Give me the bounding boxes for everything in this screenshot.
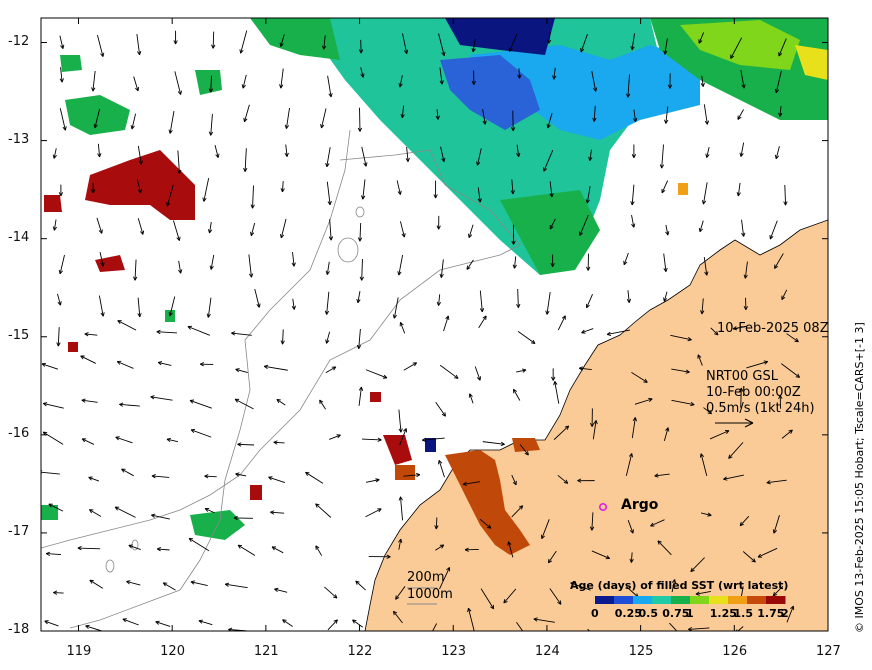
sst-patch-darkred-4	[250, 485, 262, 500]
colorbar-tick-label: 1	[686, 607, 694, 620]
sst-patch-darkred-6	[370, 392, 381, 402]
sst-patch-green-west3	[60, 55, 82, 72]
x-tick-label: 127	[816, 644, 841, 659]
x-tick-label: 119	[66, 644, 91, 659]
y-tick-label: -14	[8, 230, 29, 245]
current-scale-label: 0.5m/s (1kt 24h)	[706, 401, 815, 416]
current-vector-head	[430, 631, 433, 635]
sst-patch-coastal-orange	[512, 438, 540, 452]
x-tick-label: 123	[441, 644, 466, 659]
x-tick-label: 126	[722, 644, 747, 659]
colorbar-swatch	[652, 596, 672, 604]
current-vector	[213, 32, 214, 49]
sst-patch-orange-2	[678, 183, 688, 195]
current-source-label: NRT00 GSL	[706, 369, 778, 384]
x-tick-label: 124	[535, 644, 560, 659]
contour-200m-label: 200m	[407, 570, 444, 585]
contour-1000m-label: 1000m	[407, 587, 453, 602]
y-tick-label: -12	[8, 34, 29, 49]
sst-patch-orange-1	[395, 465, 415, 480]
x-tick-label: 125	[629, 644, 654, 659]
current-vector-head	[524, 633, 528, 637]
colorbar-title: Age (days) of filled SST (wrt latest)	[570, 579, 788, 592]
argo-label[interactable]: Argo	[621, 497, 658, 513]
credit-text: © IMOS 13-Feb-2025 15:05 Hobart; Tscale=…	[853, 322, 866, 633]
colorbar	[595, 596, 786, 604]
colorbar-swatch	[709, 596, 729, 604]
y-tick-label: -17	[8, 524, 29, 539]
y-tick-label: -18	[8, 622, 29, 637]
colorbar-swatch	[766, 596, 786, 604]
x-tick-label: 121	[254, 644, 279, 659]
colorbar-swatch	[728, 596, 748, 604]
colorbar-swatch	[690, 596, 710, 604]
colorbar-swatch	[595, 596, 615, 604]
current-vector-head	[679, 634, 683, 638]
colorbar-tick-label: 0	[591, 607, 599, 620]
colorbar-tick-label: 0.5	[639, 607, 659, 620]
colorbar-swatch	[671, 596, 691, 604]
sst-patch-darkred-w	[44, 195, 62, 212]
current-time-label: 10-Feb 00:00Z	[706, 385, 801, 400]
date-label: 10-Feb-2025 08Z	[717, 321, 829, 336]
y-tick-label: -13	[8, 132, 29, 147]
sst-patch-darkred-5	[68, 342, 78, 352]
colorbar-swatch	[614, 596, 634, 604]
colorbar-tick-label: 1.5	[734, 607, 754, 620]
current-vector-head	[598, 638, 602, 642]
y-tick-label: -16	[8, 426, 29, 441]
colorbar-swatch	[747, 596, 767, 604]
x-tick-label: 122	[348, 644, 373, 659]
colorbar-swatch	[633, 596, 653, 604]
colorbar-tick-label: 2	[781, 607, 789, 620]
x-tick-label: 120	[160, 644, 185, 659]
y-tick-label: -15	[8, 328, 29, 343]
